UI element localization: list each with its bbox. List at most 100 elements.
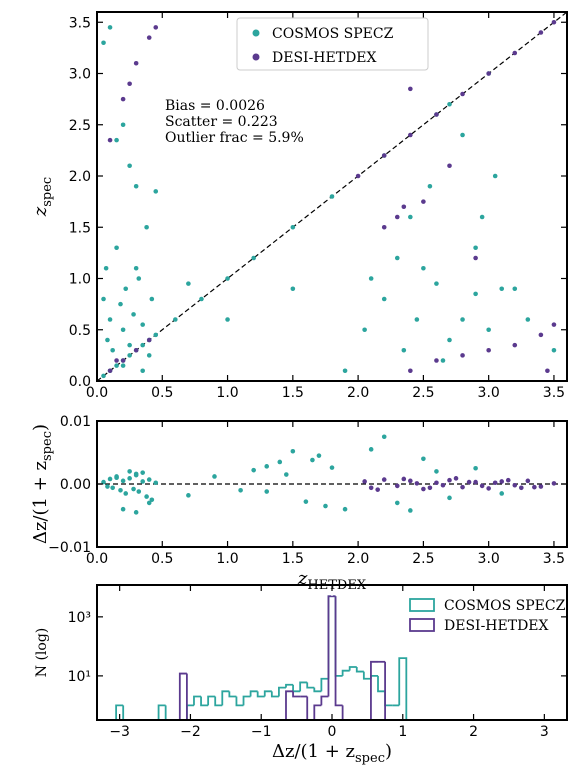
hist-step (256, 691, 265, 698)
hist-step (228, 691, 237, 698)
point (447, 101, 452, 107)
point (434, 281, 439, 286)
y-tick-label: 0.00 (60, 477, 91, 493)
point (123, 286, 129, 292)
point (153, 25, 159, 30)
point (408, 508, 413, 513)
point (408, 214, 413, 220)
annotation: Scatter = 0.223 (165, 114, 278, 130)
legend-label: COSMOS SPECZ (272, 26, 394, 42)
hist-step (362, 671, 371, 680)
point (140, 479, 145, 484)
hist-step (320, 695, 329, 706)
point (473, 255, 478, 261)
point (551, 19, 557, 25)
point (466, 479, 472, 485)
point (434, 469, 439, 474)
point (149, 296, 155, 302)
y-axis-label-sub: spec (40, 177, 55, 207)
y-tick-label: 3.0 (69, 67, 91, 83)
y-tick-label: 3.5 (69, 15, 91, 31)
x-tick-label: 2.0 (347, 385, 369, 401)
point (499, 491, 505, 496)
point (127, 163, 132, 169)
point (146, 477, 152, 482)
point (153, 189, 159, 194)
y-tick-label: 0.0 (69, 374, 91, 390)
point (101, 40, 106, 46)
point (499, 479, 505, 484)
hist-step (292, 684, 301, 693)
point (238, 488, 243, 493)
x-tick-label: 1.5 (282, 385, 304, 401)
point (381, 153, 387, 158)
x-tick-label: 0.5 (151, 551, 173, 567)
x-tick-label: 3.5 (543, 385, 565, 401)
point (362, 327, 367, 333)
point (212, 474, 217, 479)
x-axis-label-tail: ) (385, 741, 392, 762)
point (473, 479, 478, 485)
point (401, 476, 407, 482)
point (375, 487, 380, 492)
point (107, 317, 113, 322)
point (120, 96, 126, 102)
legend-marker (252, 29, 260, 37)
point (394, 483, 400, 489)
point (460, 132, 465, 138)
legend-patch (409, 598, 435, 612)
point (136, 489, 142, 494)
x-tick-label: 2.0 (347, 551, 369, 567)
x-tick-label: 1 (398, 724, 407, 740)
y-tick-label: 10³ (68, 610, 91, 626)
hist-step (370, 660, 379, 720)
point (512, 482, 518, 488)
point (133, 347, 139, 353)
point (440, 482, 446, 488)
point (146, 353, 152, 358)
point (499, 286, 505, 292)
x-tick-label: 0.0 (86, 385, 108, 401)
point (153, 480, 159, 486)
point (551, 322, 557, 327)
point (427, 183, 433, 189)
hist-step (348, 666, 357, 671)
point (316, 453, 322, 458)
point (107, 137, 113, 143)
point (127, 469, 132, 474)
point (251, 467, 256, 473)
hist-step (207, 695, 216, 706)
point (421, 486, 426, 492)
point (199, 296, 204, 302)
x-tick-label: 3.0 (478, 385, 500, 401)
y-axis-label-tail: ) (30, 424, 51, 431)
point (447, 337, 452, 343)
point (120, 122, 126, 128)
point (473, 465, 478, 471)
point (486, 486, 491, 491)
point (127, 342, 132, 348)
point (114, 363, 119, 368)
point (519, 485, 524, 491)
point (153, 332, 159, 338)
point (414, 481, 420, 486)
point (140, 368, 145, 374)
point (186, 281, 191, 286)
point (408, 478, 413, 484)
point (342, 368, 348, 374)
point (368, 447, 374, 452)
legend-patch (409, 618, 435, 632)
point (131, 312, 136, 317)
x-tick-label: −3 (109, 724, 130, 740)
point (114, 475, 119, 481)
hist-step (327, 595, 336, 697)
hist-step (178, 672, 187, 720)
y-axis-label-main: z (30, 206, 51, 217)
point (101, 296, 106, 302)
point (447, 495, 452, 501)
point (342, 506, 348, 512)
point (264, 489, 270, 494)
point (545, 368, 550, 374)
point (118, 488, 123, 493)
y-tick-label: 0.01 (60, 414, 91, 430)
